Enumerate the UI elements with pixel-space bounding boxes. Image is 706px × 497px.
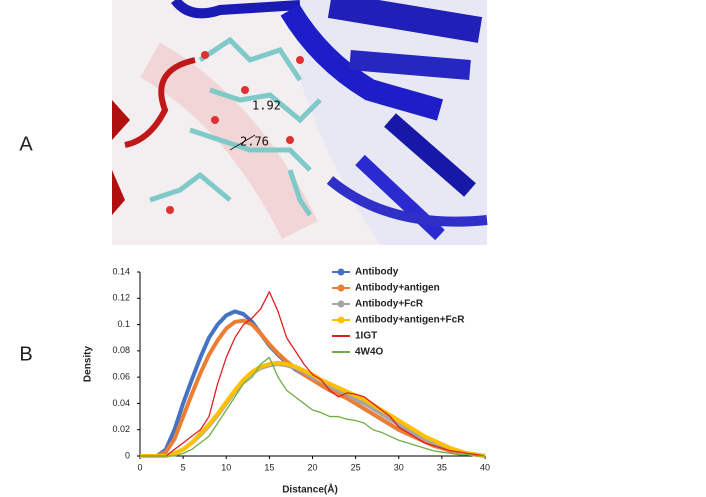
y-tick-label: 0.04 [112, 398, 130, 408]
x-tick-label: 35 [437, 462, 447, 472]
distance-label: 1.92 [252, 99, 281, 113]
molecule-image: 1.92 2.76 [112, 0, 488, 245]
legend-label: 4W4O [355, 347, 384, 358]
x-tick-label: 30 [394, 462, 404, 472]
x-tick-label: 0 [137, 462, 142, 472]
y-axis-title: Density [83, 346, 94, 383]
legend-label: 1IGT [355, 331, 377, 342]
x-tick-label: 10 [221, 462, 231, 472]
y-tick-label: 0.12 [112, 293, 130, 303]
y-tick-label: 0 [125, 450, 130, 460]
series-line [140, 309, 486, 458]
legend-label: Antibody+antigen+FcR [355, 315, 465, 326]
legend-marker [337, 316, 345, 324]
x-tick-label: 15 [264, 462, 274, 472]
y-tick-label: 0.06 [112, 372, 130, 382]
y-tick-label: 0.08 [112, 345, 130, 355]
panel-label: B [19, 343, 32, 365]
distance-label: 2.76 [240, 135, 269, 149]
panel-label: A [19, 133, 33, 155]
x-tick-label: 40 [480, 462, 490, 472]
y-tick-label: 0.02 [112, 424, 130, 434]
x-tick-label: 5 [181, 462, 186, 472]
y-tick-label: 0.14 [112, 266, 130, 276]
legend-marker [337, 268, 345, 276]
y-tick-label: 0.1 [117, 319, 130, 329]
legend-label: Antibody+FcR [355, 299, 424, 310]
x-tick-label: 20 [307, 462, 317, 472]
legend-marker [337, 284, 345, 292]
series-line [140, 291, 486, 457]
series-line [140, 318, 486, 458]
legend-label: Antibody+antigen [355, 283, 440, 294]
series-line [140, 356, 485, 457]
x-axis-title: Distance(Å) [282, 483, 338, 496]
legend-label: Antibody [355, 267, 399, 278]
legend-marker [337, 300, 345, 308]
x-tick-label: 25 [351, 462, 361, 472]
